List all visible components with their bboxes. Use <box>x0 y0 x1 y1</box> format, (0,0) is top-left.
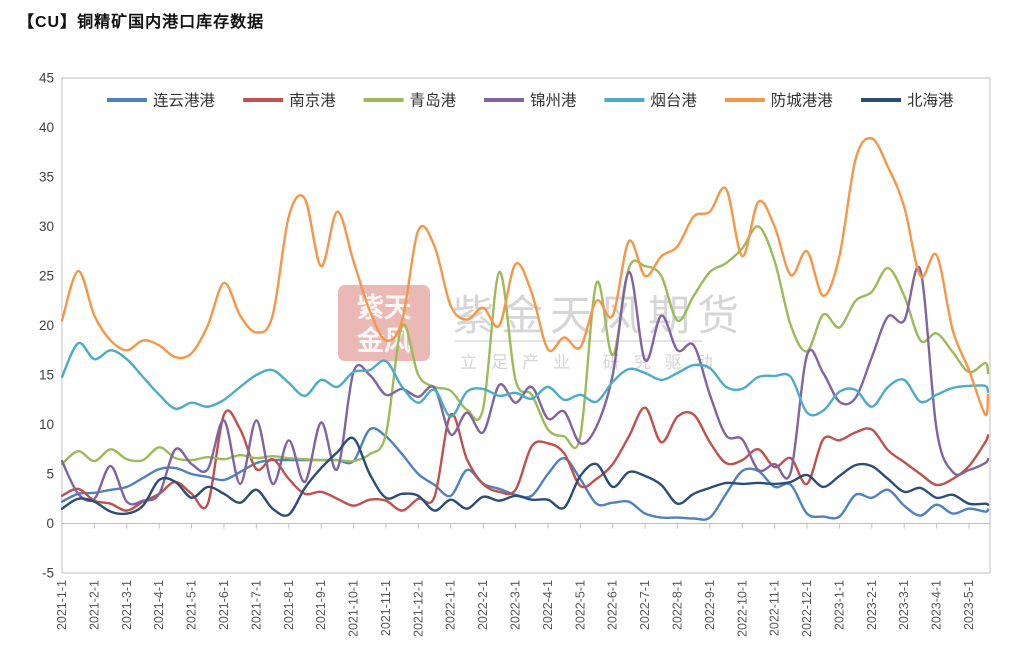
y-axis-tick-label: 30 <box>39 219 54 234</box>
legend-item-防城港港: 防城港港 <box>724 92 834 110</box>
legend-item-青岛港: 青岛港 <box>363 92 457 110</box>
series-line-3-锦州港 <box>61 265 990 506</box>
x-axis-tick-label: 2021-8-1 <box>282 580 296 630</box>
x-axis-tick-label: 2022-3-1 <box>509 580 523 630</box>
legend-label: 青岛港 <box>410 92 457 110</box>
x-axis-tick-label: 2022-7-1 <box>638 580 652 630</box>
x-axis-tick-label: 2022-1-1 <box>444 580 458 630</box>
x-axis-tick-label: 2021-5-1 <box>185 580 199 630</box>
x-axis-tick-label: 2023-4-1 <box>930 580 944 630</box>
x-axis-tick-label: 2023-5-1 <box>962 580 976 630</box>
y-axis-tick-label: 0 <box>46 516 54 531</box>
legend-item-北海港: 北海港 <box>861 92 954 110</box>
watermark-seal-text: 金风 <box>356 325 411 356</box>
y-axis-tick-label: 25 <box>39 269 54 284</box>
x-axis-tick-label: 2021-9-1 <box>314 580 328 630</box>
x-axis-tick-label: 2023-1-1 <box>832 580 846 630</box>
x-axis-tick-label: 2022-4-1 <box>541 580 555 630</box>
y-axis-tick-label: 40 <box>39 120 54 135</box>
legend-label: 连云港港 <box>153 92 216 110</box>
x-axis-tick-label: 2022-9-1 <box>703 580 717 630</box>
x-axis-tick-label: 2022-5-1 <box>573 580 587 630</box>
watermark-brand-text: 紫金天风期货 <box>452 292 746 339</box>
x-axis-tick-label: 2022-11-1 <box>768 580 782 636</box>
x-axis-tick-label: 2021-10-1 <box>347 580 361 637</box>
y-axis-tick-label: -5 <box>42 566 54 581</box>
legend-label: 南京港 <box>289 92 336 110</box>
x-axis-tick-label: 2022-6-1 <box>606 580 620 630</box>
series-line-6-北海港 <box>61 436 990 517</box>
y-axis-tick-label: 15 <box>39 368 54 383</box>
legend-label: 防城港港 <box>771 92 834 110</box>
legend-label: 锦州港 <box>530 92 577 110</box>
legend-item-锦州港: 锦州港 <box>484 92 577 110</box>
legend: 连云港港 南京港 青岛港 锦州港 烟台港 防城港港 北海港 <box>107 92 954 110</box>
series-line-4-烟台港 <box>61 341 990 418</box>
legend-label: 北海港 <box>907 92 954 110</box>
y-axis-tick-label: 5 <box>46 467 54 482</box>
y-axis-tick-label: 45 <box>39 71 54 86</box>
watermark-seal <box>338 285 430 361</box>
x-axis-tick-label: 2022-8-1 <box>670 580 684 630</box>
series-line-0-连云港港 <box>61 426 990 521</box>
x-axis-tick-label: 2021-11-1 <box>379 580 393 636</box>
y-axis-tick-label: 10 <box>39 417 54 432</box>
x-axis-tick-label: 2023-3-1 <box>897 580 911 630</box>
x-axis-tick-label: 2021-4-1 <box>152 580 166 630</box>
x-axis-tick-label: 2021-6-1 <box>217 580 231 630</box>
legend-item-烟台港: 烟台港 <box>604 92 697 110</box>
series-line-5-防城港港 <box>61 136 990 417</box>
legend-label: 烟台港 <box>650 92 697 110</box>
x-axis-tick-label: 2021-2-1 <box>87 580 101 630</box>
x-axis-tick-label: 2022-10-1 <box>735 580 749 637</box>
x-axis-tick-label: 2022-2-1 <box>476 580 490 630</box>
series-lines <box>61 136 990 521</box>
page-title: 【CU】铜精矿国内港口库存数据 <box>18 14 265 31</box>
series-line-2-青岛港 <box>61 225 990 466</box>
y-axis-tick-label: 35 <box>39 170 54 185</box>
x-axis-tick-label: 2021-1-1 <box>55 580 69 630</box>
x-axis-tick-label: 2021-7-1 <box>249 580 263 630</box>
legend-item-南京港: 南京港 <box>243 92 336 110</box>
legend-item-连云港港: 连云港港 <box>107 92 216 110</box>
x-axis-tick-label: 2022-12-1 <box>800 580 814 637</box>
y-axis-tick-label: 20 <box>39 318 54 333</box>
x-axis-tick-label: 2023-2-1 <box>865 580 879 630</box>
plot-border <box>61 77 991 574</box>
series-line-1-南京港 <box>61 406 990 512</box>
x-axis-tick-label: 2021-12-1 <box>411 580 425 637</box>
x-axis-tick-label: 2021-3-1 <box>120 580 134 630</box>
